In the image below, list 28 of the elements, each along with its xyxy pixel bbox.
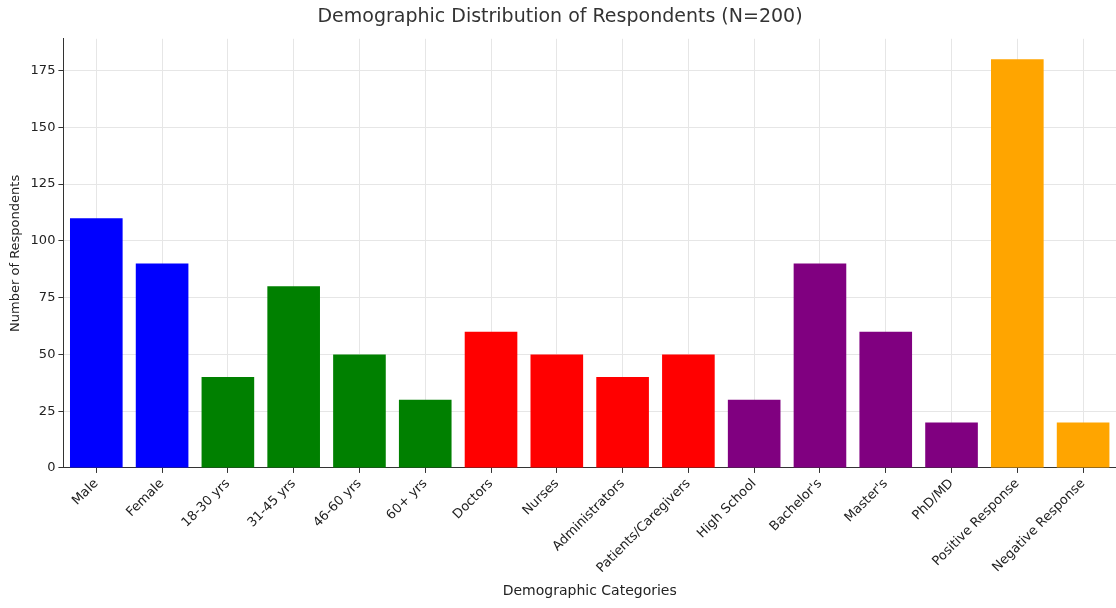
- bar: [267, 286, 320, 468]
- x-axis-title: Demographic Categories: [502, 582, 677, 599]
- bar: [69, 218, 123, 468]
- y-tick-label: 150: [30, 118, 56, 134]
- bar: [662, 354, 715, 468]
- bar: [727, 399, 781, 468]
- y-tick-label: 100: [30, 232, 56, 248]
- bar: [596, 377, 649, 468]
- y-tick-label: 50: [38, 345, 56, 361]
- bar: [398, 399, 452, 468]
- y-tick-label: 175: [30, 61, 56, 77]
- x-tick-label: 60+ yrs: [382, 475, 430, 523]
- bar: [333, 354, 386, 468]
- y-tick-label: 25: [38, 402, 56, 418]
- bar: [991, 59, 1044, 468]
- bar: [464, 331, 518, 468]
- bar: [135, 263, 189, 468]
- y-tick-label: 125: [30, 175, 56, 191]
- y-tick-label: 0: [47, 459, 56, 475]
- bar: [859, 331, 913, 468]
- bar: [201, 377, 255, 468]
- y-axis-title: Number of Respondents: [7, 174, 23, 332]
- bar: [793, 263, 847, 468]
- bar: [530, 354, 584, 468]
- bar: [925, 422, 978, 468]
- bar: [1056, 422, 1110, 468]
- chart-title: Demographic Distribution of Respondents (N=200): [317, 4, 803, 27]
- y-tick-label: 75: [38, 289, 56, 305]
